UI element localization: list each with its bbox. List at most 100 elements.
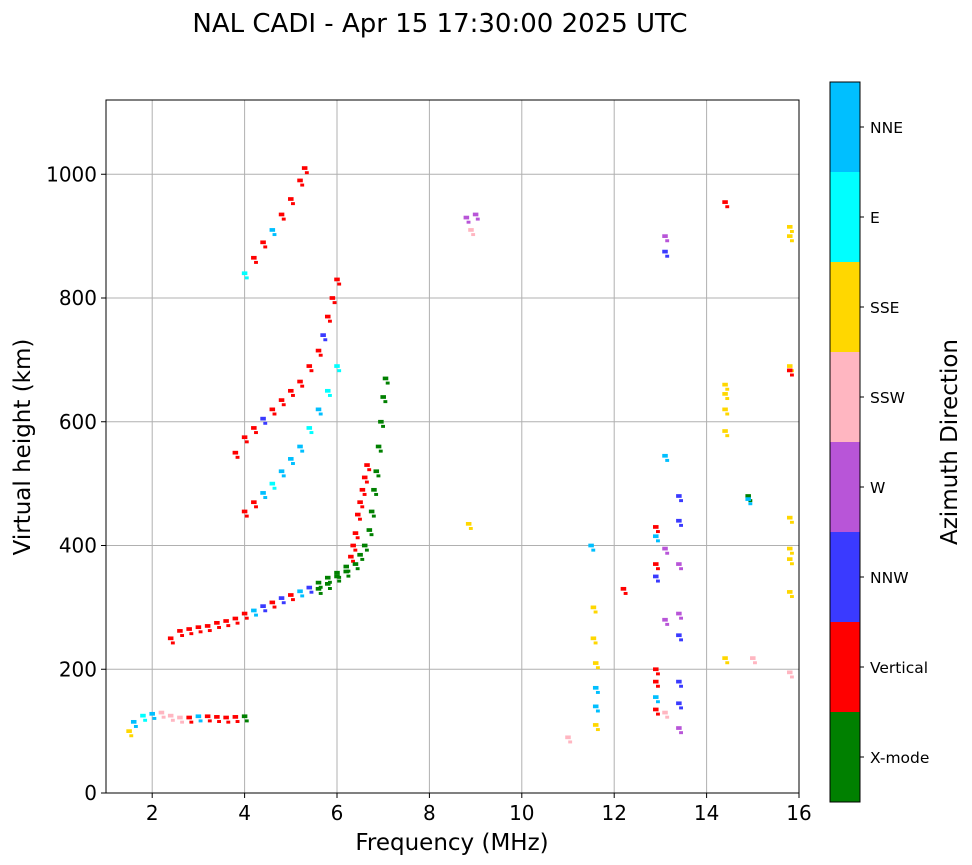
echo-point <box>306 426 313 430</box>
echo-point <box>143 718 148 722</box>
echo-point <box>375 444 382 449</box>
echo-point <box>722 407 728 412</box>
echo-point <box>665 254 670 258</box>
echo-point <box>789 595 794 599</box>
echo-point <box>679 638 683 642</box>
echo-point <box>272 412 277 416</box>
echo-point <box>244 616 249 620</box>
echo-point <box>278 469 285 474</box>
echo-point <box>352 531 359 535</box>
echo-point <box>269 407 276 412</box>
echo-point <box>592 723 599 727</box>
echo-point <box>656 700 660 704</box>
colorbar-segment <box>830 352 860 442</box>
echo-point <box>359 487 366 492</box>
y-tick-label: 400 <box>59 534 97 558</box>
echo-point <box>327 319 332 323</box>
echo-point <box>195 625 202 630</box>
echo-point <box>204 714 211 719</box>
echo-point <box>725 205 730 209</box>
echo-point <box>722 656 728 660</box>
echo-point <box>260 416 266 421</box>
echo-point <box>244 719 249 723</box>
echo-point <box>170 641 175 645</box>
x-axis-label: Frequency (MHz) <box>355 830 548 856</box>
echo-point <box>232 450 239 455</box>
echo-point <box>254 260 258 264</box>
echo-point <box>177 715 183 720</box>
echo-point <box>315 407 322 412</box>
echo-point <box>786 557 793 561</box>
echo-point <box>324 388 331 393</box>
echo-point <box>217 720 221 724</box>
echo-point <box>662 234 668 238</box>
echo-point <box>595 728 600 732</box>
echo-point <box>361 475 368 480</box>
echo-point <box>592 661 599 665</box>
echo-point <box>565 735 571 740</box>
echo-point <box>152 716 157 720</box>
echo-point <box>786 670 793 675</box>
echo-point <box>656 539 660 543</box>
echo-point <box>475 217 480 221</box>
echo-point <box>297 379 303 384</box>
y-tick-label: 0 <box>84 781 97 805</box>
echo-point <box>309 369 314 373</box>
echo-point <box>595 666 600 670</box>
echo-point <box>590 605 597 610</box>
echo-point <box>198 719 203 723</box>
echo-point <box>251 255 257 260</box>
echo-point <box>272 486 277 490</box>
echo-point <box>592 685 599 690</box>
echo-point <box>676 633 682 638</box>
echo-point <box>466 220 471 224</box>
echo-point <box>378 449 383 453</box>
echo-point <box>722 429 728 433</box>
echo-point <box>217 625 221 629</box>
echo-point <box>357 552 363 557</box>
echo-point <box>786 590 793 594</box>
echo-point <box>288 593 294 597</box>
echo-point <box>656 712 660 716</box>
echo-point <box>786 368 793 373</box>
echo-point <box>189 720 194 724</box>
echo-point <box>235 621 240 625</box>
echo-point <box>789 675 794 679</box>
echo-point <box>679 616 683 620</box>
echo-point <box>360 557 365 561</box>
echo-point <box>595 690 600 694</box>
echo-point <box>465 521 472 526</box>
echo-point <box>318 353 323 357</box>
echo-point <box>297 589 303 594</box>
echo-point <box>653 707 659 712</box>
echo-point <box>288 388 294 393</box>
echo-point <box>371 487 377 492</box>
echo-point <box>463 215 470 220</box>
echo-point <box>789 239 794 243</box>
echo-point <box>263 245 268 249</box>
colorbar-label-sse: SSE <box>870 299 899 317</box>
echo-point <box>198 630 203 634</box>
y-axis-ticks: 0 200 400 600 800 1000 <box>46 162 106 805</box>
echo-point <box>306 364 313 368</box>
echo-point <box>288 197 294 201</box>
echo-point <box>745 497 751 501</box>
echo-point <box>653 667 659 672</box>
echo-point <box>676 611 682 616</box>
echo-point <box>753 661 757 665</box>
echo-point <box>656 530 660 534</box>
echo-point <box>226 624 231 628</box>
echo-point <box>595 709 600 713</box>
x-tick-label: 8 <box>423 801 436 825</box>
echo-point <box>786 515 793 520</box>
colorbar-segment <box>830 442 860 532</box>
y-tick-label: 600 <box>59 410 97 434</box>
echo-point <box>789 551 794 555</box>
echo-points <box>126 166 794 744</box>
echo-point <box>676 679 682 684</box>
echo-point <box>385 381 390 385</box>
echo-point <box>244 440 249 444</box>
echo-point <box>269 481 276 486</box>
echo-point <box>329 296 336 300</box>
echo-point <box>281 474 286 478</box>
